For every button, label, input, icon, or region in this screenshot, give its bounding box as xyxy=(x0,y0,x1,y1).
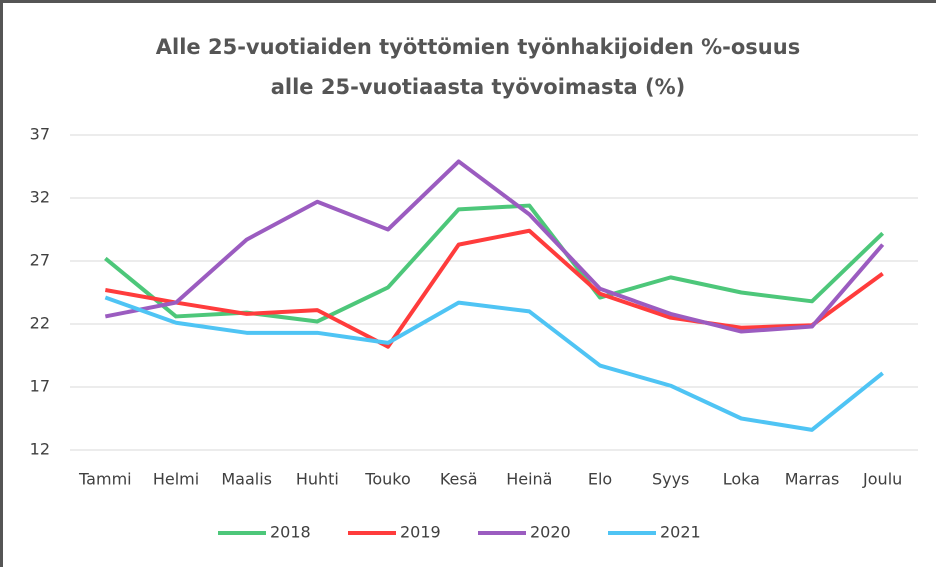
y-tick-label: 27 xyxy=(30,251,50,270)
x-tick-label: Tammi xyxy=(78,470,132,489)
y-tick-label: 37 xyxy=(30,125,50,144)
legend-label: 2018 xyxy=(270,523,311,542)
x-tick-label: Helmi xyxy=(153,470,199,489)
x-tick-label: Syys xyxy=(652,470,689,489)
x-tick-label: Loka xyxy=(723,470,760,489)
y-tick-label: 32 xyxy=(30,188,50,207)
chart-title: Alle 25-vuotiaiden työttömien työnhakijo… xyxy=(156,35,800,59)
y-tick-label: 22 xyxy=(30,314,50,333)
x-tick-label: Touko xyxy=(364,470,410,489)
x-tick-label: Marras xyxy=(785,470,840,489)
series-line xyxy=(104,228,884,349)
x-tick-label: Heinä xyxy=(506,470,552,489)
legend-label: 2019 xyxy=(400,523,441,542)
x-tick-label: Huhti xyxy=(296,470,339,489)
x-tick-label: Joulu xyxy=(862,470,902,489)
x-tick-label: Kesä xyxy=(440,470,478,489)
legend-label: 2020 xyxy=(530,523,571,542)
series-line xyxy=(104,159,885,334)
x-tick-label: Elo xyxy=(588,470,612,489)
chart-title: alle 25-vuotiaasta työvoimasta (%) xyxy=(271,75,686,99)
legend-label: 2021 xyxy=(660,523,701,542)
series-line xyxy=(104,295,884,432)
x-tick-label: Maalis xyxy=(221,470,272,489)
y-tick-label: 17 xyxy=(30,377,50,396)
y-tick-label: 12 xyxy=(30,440,50,459)
